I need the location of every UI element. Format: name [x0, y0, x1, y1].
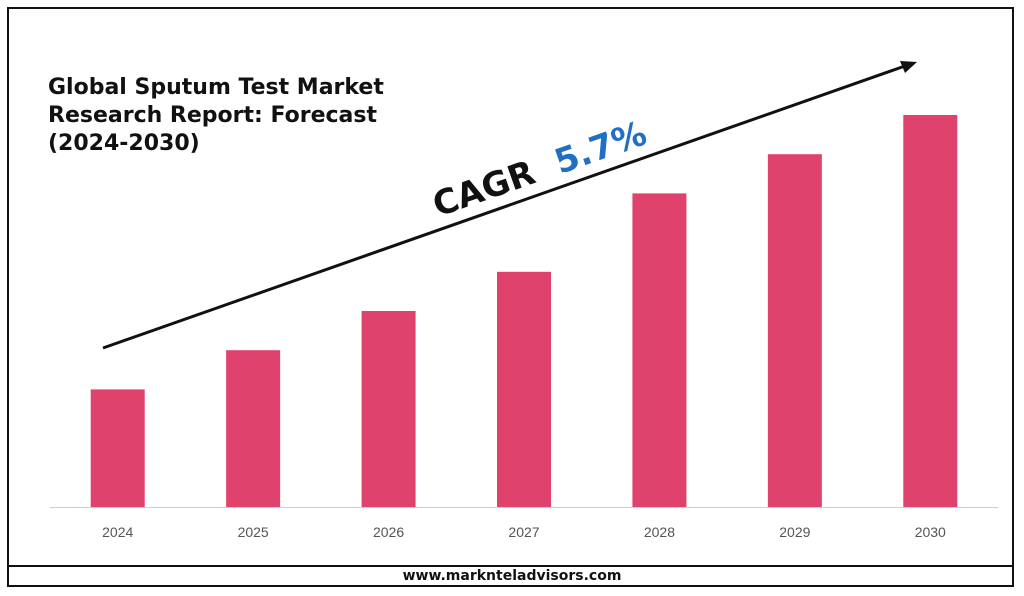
x-tick-2025: 2025: [238, 524, 269, 540]
x-tick-2027: 2027: [508, 524, 539, 540]
title-line-3: (2024-2030): [48, 131, 200, 156]
bar-2027: [497, 271, 551, 507]
x-tick-2029: 2029: [779, 524, 810, 540]
cagr-annotation: CAGR 5.7%: [428, 114, 652, 226]
bar-2026: [361, 311, 416, 507]
x-tick-2028: 2028: [644, 524, 675, 540]
chart-title: Global Sputum Test Market Research Repor…: [48, 74, 428, 158]
bar-2029: [767, 154, 822, 507]
title-line-1: Global Sputum Test Market: [48, 75, 384, 100]
x-tick-2030: 2030: [915, 524, 946, 540]
bar-2025: [226, 350, 281, 507]
bar-2030: [903, 115, 958, 507]
bar-2028: [632, 193, 687, 507]
bars-group: [90, 115, 958, 507]
title-line-2: Research Report: Forecast: [48, 103, 378, 128]
chart-frame: [7, 7, 1014, 587]
x-tick-2024: 2024: [102, 524, 133, 540]
trend-arrow: [102, 61, 917, 350]
x-tick-2026: 2026: [373, 524, 404, 540]
bar-2024: [90, 389, 145, 507]
footer-url: www.marknteladvisors.com: [402, 568, 622, 584]
x-tick-labels: 2024 2025 2026 2027 2028 2029 2030: [102, 524, 946, 540]
footer-divider: [7, 565, 1014, 567]
